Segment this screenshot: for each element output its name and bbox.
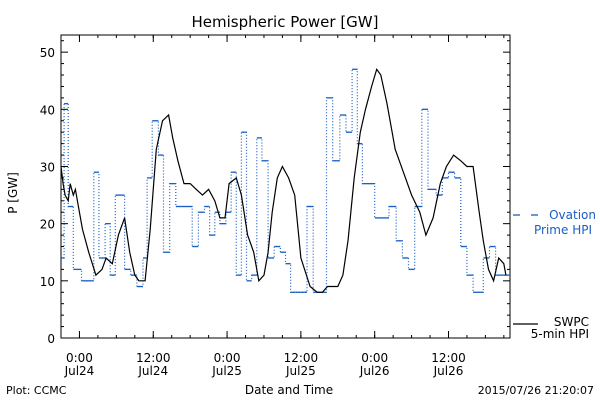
ovation-line [61,68,508,293]
y-tick-label: 0 [47,332,55,346]
x-tick-label-date: Jul24 [137,364,168,378]
series-swpc [60,67,507,293]
x-axis: 0:00Jul2412:00Jul240:00Jul2512:00Jul250:… [60,35,505,378]
x-tick-label-date: Jul26 [433,364,464,378]
plot-timestamp: 2015/07/26 21:20:07 [478,384,594,397]
y-tick-label: 20 [40,218,55,232]
x-tick-label-time: 0:00 [361,351,388,365]
plot-credit: Plot: CCMC [6,384,67,397]
y-tick-label: 30 [40,160,55,174]
series-layer [60,67,510,293]
plot-border [60,34,511,339]
x-tick-label-date: Jul25 [211,364,242,378]
x-tick-label-time: 12:00 [284,351,319,365]
legend-ovation-label: Ovation [549,208,596,222]
legend-swpc-label: SWPC [554,315,589,329]
legend-ovation-label: Prime HPI [534,223,592,237]
swpc-line [60,67,507,293]
y-tick-label: 10 [40,275,55,289]
x-tick-label-time: 12:00 [136,351,171,365]
x-tick-label-date: Jul24 [64,364,95,378]
y-axis-label: P [GW] [6,172,20,214]
y-axis: 0 10 20 30 40 50 [40,40,510,346]
y-tick-label: 40 [40,103,55,117]
x-axis-label: Date and Time [245,383,333,397]
legend-swpc-label: 5-min HPI [531,327,589,341]
x-tick-label-date: Jul26 [359,364,390,378]
chart-title: Hemispheric Power [GW] [192,13,379,31]
y-tick-label: 50 [40,46,55,60]
x-tick-label-time: 0:00 [214,351,241,365]
series-ovation [61,68,510,293]
x-tick-label-time: 0:00 [66,351,93,365]
plot-frame [60,34,511,339]
x-tick-label-date: Jul25 [285,364,316,378]
x-tick-label-time: 12:00 [431,351,466,365]
